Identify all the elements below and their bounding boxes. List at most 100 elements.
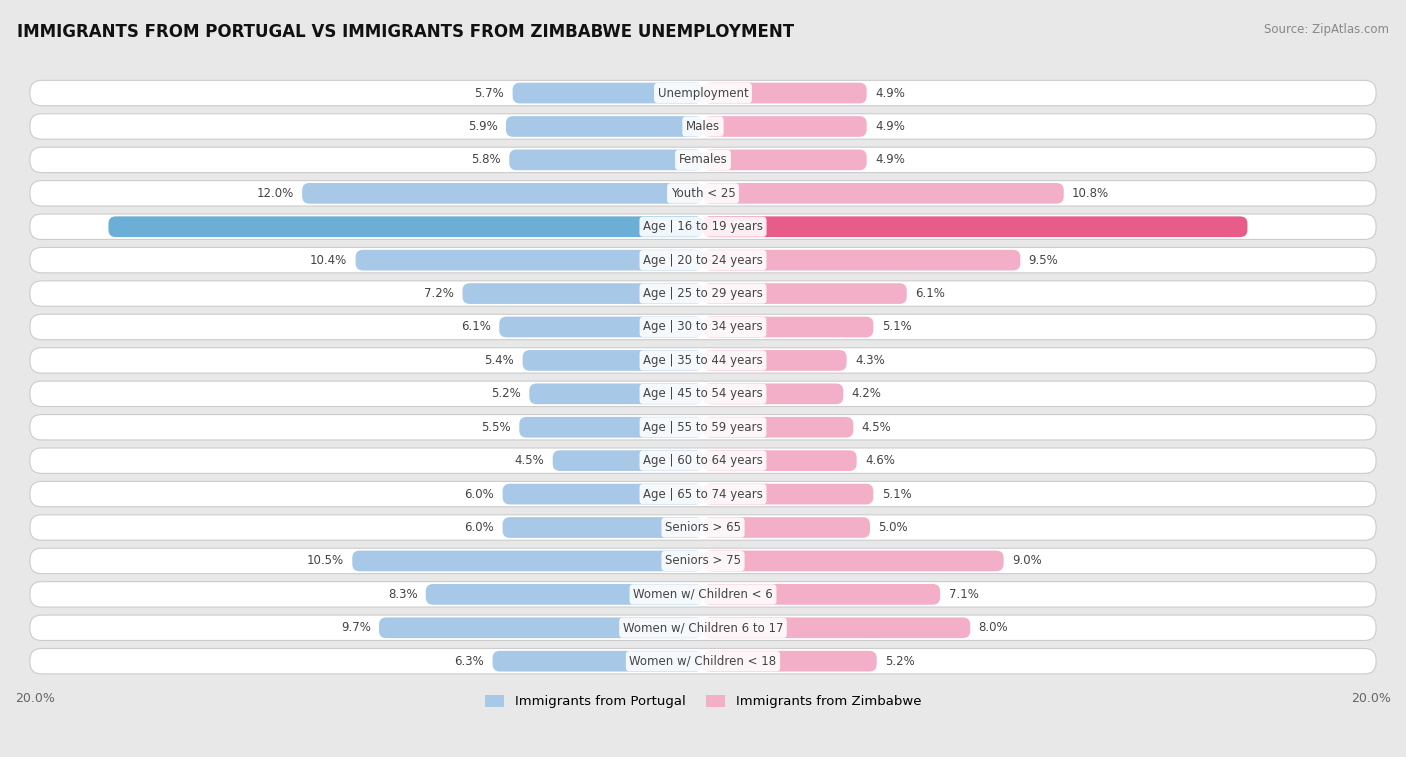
FancyBboxPatch shape [703,350,846,371]
FancyBboxPatch shape [703,618,970,638]
Text: Age | 35 to 44 years: Age | 35 to 44 years [643,354,763,367]
Text: 8.3%: 8.3% [388,588,418,601]
Text: Women w/ Children < 6: Women w/ Children < 6 [633,588,773,601]
FancyBboxPatch shape [513,83,703,104]
FancyBboxPatch shape [703,316,873,338]
FancyBboxPatch shape [703,651,877,671]
FancyBboxPatch shape [30,347,1376,373]
FancyBboxPatch shape [30,114,1376,139]
FancyBboxPatch shape [356,250,703,270]
FancyBboxPatch shape [463,283,703,304]
Text: 6.0%: 6.0% [464,521,495,534]
FancyBboxPatch shape [703,384,844,404]
FancyBboxPatch shape [703,83,866,104]
Text: Age | 20 to 24 years: Age | 20 to 24 years [643,254,763,266]
FancyBboxPatch shape [703,250,1021,270]
Text: Age | 55 to 59 years: Age | 55 to 59 years [643,421,763,434]
Text: Age | 25 to 29 years: Age | 25 to 29 years [643,287,763,300]
FancyBboxPatch shape [703,217,1247,237]
Text: 8.0%: 8.0% [979,621,1008,634]
FancyBboxPatch shape [30,415,1376,440]
Text: 6.3%: 6.3% [454,655,484,668]
FancyBboxPatch shape [553,450,703,471]
Text: 10.4%: 10.4% [309,254,347,266]
Text: 4.9%: 4.9% [875,120,905,133]
FancyBboxPatch shape [502,484,703,504]
Text: 6.1%: 6.1% [461,320,491,334]
Text: 5.2%: 5.2% [884,655,915,668]
FancyBboxPatch shape [108,217,703,237]
FancyBboxPatch shape [506,116,703,137]
FancyBboxPatch shape [380,618,703,638]
FancyBboxPatch shape [30,214,1376,239]
FancyBboxPatch shape [30,147,1376,173]
Text: 5.1%: 5.1% [882,320,911,334]
FancyBboxPatch shape [30,381,1376,407]
FancyBboxPatch shape [703,183,1064,204]
Text: Women w/ Children 6 to 17: Women w/ Children 6 to 17 [623,621,783,634]
Text: Age | 45 to 54 years: Age | 45 to 54 years [643,388,763,400]
FancyBboxPatch shape [703,550,1004,572]
FancyBboxPatch shape [30,181,1376,206]
Text: Age | 60 to 64 years: Age | 60 to 64 years [643,454,763,467]
FancyBboxPatch shape [703,417,853,438]
FancyBboxPatch shape [302,183,703,204]
Text: Women w/ Children < 18: Women w/ Children < 18 [630,655,776,668]
Text: 17.8%: 17.8% [652,220,693,233]
Text: 6.0%: 6.0% [464,488,495,500]
Text: 7.2%: 7.2% [425,287,454,300]
Text: 5.1%: 5.1% [882,488,911,500]
FancyBboxPatch shape [529,384,703,404]
FancyBboxPatch shape [703,150,866,170]
Text: 4.5%: 4.5% [862,421,891,434]
FancyBboxPatch shape [30,581,1376,607]
Text: 4.5%: 4.5% [515,454,544,467]
Text: 5.7%: 5.7% [474,86,505,100]
Text: Seniors > 75: Seniors > 75 [665,554,741,568]
FancyBboxPatch shape [30,248,1376,273]
Text: Age | 16 to 19 years: Age | 16 to 19 years [643,220,763,233]
Text: 10.8%: 10.8% [1073,187,1109,200]
Text: 4.6%: 4.6% [865,454,894,467]
FancyBboxPatch shape [502,517,703,538]
Text: 12.0%: 12.0% [256,187,294,200]
FancyBboxPatch shape [30,448,1376,473]
FancyBboxPatch shape [30,515,1376,540]
Text: 9.0%: 9.0% [1012,554,1042,568]
FancyBboxPatch shape [703,517,870,538]
Text: 4.3%: 4.3% [855,354,884,367]
FancyBboxPatch shape [492,651,703,671]
Text: 10.5%: 10.5% [307,554,344,568]
Text: Age | 30 to 34 years: Age | 30 to 34 years [643,320,763,334]
Text: Age | 65 to 74 years: Age | 65 to 74 years [643,488,763,500]
FancyBboxPatch shape [426,584,703,605]
FancyBboxPatch shape [499,316,703,338]
FancyBboxPatch shape [353,550,703,572]
FancyBboxPatch shape [30,314,1376,340]
FancyBboxPatch shape [523,350,703,371]
Text: 5.8%: 5.8% [471,154,501,167]
Text: 4.2%: 4.2% [852,388,882,400]
Text: 5.4%: 5.4% [485,354,515,367]
Text: 4.9%: 4.9% [875,154,905,167]
FancyBboxPatch shape [30,481,1376,506]
FancyBboxPatch shape [30,615,1376,640]
Text: 5.2%: 5.2% [491,388,522,400]
FancyBboxPatch shape [30,80,1376,106]
FancyBboxPatch shape [703,584,941,605]
Text: Source: ZipAtlas.com: Source: ZipAtlas.com [1264,23,1389,36]
Text: IMMIGRANTS FROM PORTUGAL VS IMMIGRANTS FROM ZIMBABWE UNEMPLOYMENT: IMMIGRANTS FROM PORTUGAL VS IMMIGRANTS F… [17,23,794,41]
Text: 9.7%: 9.7% [340,621,371,634]
FancyBboxPatch shape [703,484,873,504]
FancyBboxPatch shape [703,283,907,304]
Text: Males: Males [686,120,720,133]
Text: 5.5%: 5.5% [481,421,510,434]
FancyBboxPatch shape [703,116,866,137]
Text: Females: Females [679,154,727,167]
Text: Unemployment: Unemployment [658,86,748,100]
FancyBboxPatch shape [703,450,856,471]
Text: Seniors > 65: Seniors > 65 [665,521,741,534]
Text: 6.1%: 6.1% [915,287,945,300]
Legend: Immigrants from Portugal, Immigrants from Zimbabwe: Immigrants from Portugal, Immigrants fro… [479,690,927,714]
FancyBboxPatch shape [519,417,703,438]
